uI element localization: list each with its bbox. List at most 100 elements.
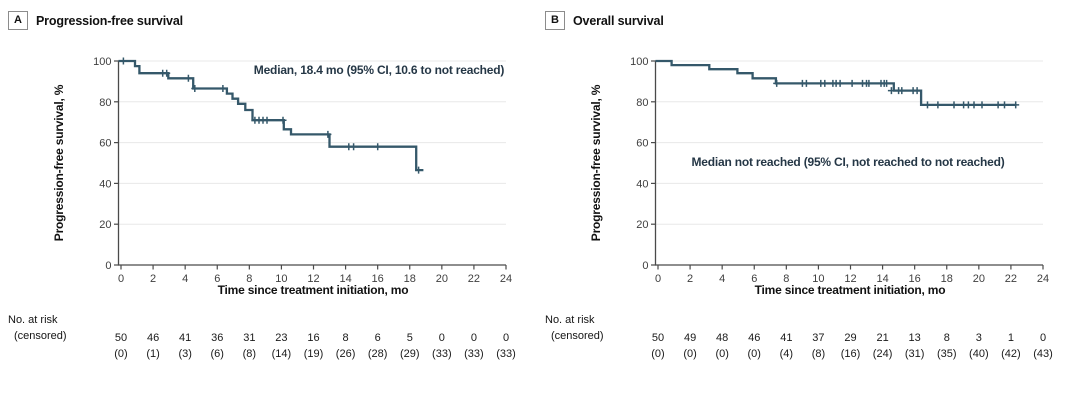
svg-text:24: 24 — [500, 273, 512, 285]
svg-text:41: 41 — [179, 332, 191, 344]
panel-b-header: B Overall survival — [545, 11, 664, 30]
svg-text:12: 12 — [307, 273, 319, 285]
panel-progression-free-survival: 0 20 40 60 80 100 0 2 4 6 8 10 12 14 16 18 20 22 24 50 46 41 3… — [8, 11, 516, 360]
panel-overall-survival: 0 20 40 60 80 100 0 2 4 6 8 10 12 14 16 18 20 22 24 50 49 48 4… — [537, 0, 1077, 400]
svg-text:10: 10 — [812, 273, 824, 285]
panel-b-x-axis-label: Time since treatment initiation, mo — [754, 283, 946, 297]
svg-text:12: 12 — [844, 273, 856, 285]
svg-text:24: 24 — [1037, 273, 1049, 285]
panel-a-header: A Progression-free survival — [8, 11, 183, 30]
svg-text:8: 8 — [783, 273, 789, 285]
svg-text:20: 20 — [99, 219, 111, 231]
svg-text:(0): (0) — [715, 348, 728, 360]
svg-text:0: 0 — [642, 260, 648, 272]
svg-text:(1): (1) — [146, 348, 159, 360]
svg-text:(33): (33) — [496, 348, 516, 360]
svg-text:(28): (28) — [368, 348, 388, 360]
svg-text:46: 46 — [147, 332, 159, 344]
svg-text:100: 100 — [630, 56, 648, 68]
svg-text:20: 20 — [973, 273, 985, 285]
svg-text:(0): (0) — [683, 348, 696, 360]
svg-text:(0): (0) — [651, 348, 664, 360]
svg-text:(26): (26) — [336, 348, 356, 360]
svg-text:36: 36 — [211, 332, 223, 344]
svg-text:23: 23 — [275, 332, 287, 344]
svg-text:(3): (3) — [178, 348, 191, 360]
panel-a-median-annotation: Median, 18.4 mo (95% CI, 10.6 to not rea… — [253, 63, 505, 77]
svg-text:0: 0 — [105, 260, 111, 272]
svg-text:0: 0 — [1040, 332, 1046, 344]
svg-text:(8): (8) — [812, 348, 825, 360]
svg-text:1: 1 — [1008, 332, 1014, 344]
svg-text:50: 50 — [115, 332, 127, 344]
svg-text:60: 60 — [99, 138, 111, 150]
svg-text:(42): (42) — [1001, 348, 1021, 360]
svg-text:(31): (31) — [905, 348, 925, 360]
panel-b-at-risk-header: No. at risk (censored) — [545, 314, 604, 343]
svg-text:60: 60 — [636, 138, 648, 150]
svg-text:80: 80 — [99, 97, 111, 109]
svg-text:80: 80 — [636, 97, 648, 109]
svg-text:14: 14 — [876, 273, 888, 285]
svg-text:22: 22 — [468, 273, 480, 285]
svg-text:50: 50 — [652, 332, 664, 344]
svg-text:6: 6 — [751, 273, 757, 285]
svg-text:3: 3 — [976, 332, 982, 344]
svg-text:46: 46 — [748, 332, 760, 344]
svg-text:8: 8 — [343, 332, 349, 344]
svg-text:100: 100 — [93, 56, 111, 68]
svg-text:16: 16 — [909, 273, 921, 285]
svg-text:(14): (14) — [272, 348, 292, 360]
svg-text:(24): (24) — [873, 348, 893, 360]
svg-text:0: 0 — [503, 332, 509, 344]
svg-text:41: 41 — [780, 332, 792, 344]
svg-text:0: 0 — [471, 332, 477, 344]
svg-text:(29): (29) — [400, 348, 420, 360]
panel-b-letter-badge: B — [545, 11, 565, 30]
svg-text:0: 0 — [118, 273, 124, 285]
svg-text:16: 16 — [307, 332, 319, 344]
panel-a-title: Progression-free survival — [35, 13, 183, 28]
svg-text:48: 48 — [716, 332, 728, 344]
panel-b-median-annotation: Median not reached (95% CI, not reached … — [691, 155, 1005, 169]
at-risk-label: No. at risk — [8, 314, 58, 326]
censored-label: (censored) — [551, 330, 604, 342]
svg-text:10: 10 — [275, 273, 287, 285]
censored-label: (censored) — [14, 330, 67, 342]
svg-text:(0): (0) — [114, 348, 127, 360]
svg-text:16: 16 — [372, 273, 384, 285]
svg-text:6: 6 — [375, 332, 381, 344]
svg-text:(8): (8) — [243, 348, 256, 360]
svg-text:0: 0 — [655, 273, 661, 285]
svg-text:(33): (33) — [432, 348, 452, 360]
svg-text:(33): (33) — [464, 348, 484, 360]
svg-text:4: 4 — [182, 273, 188, 285]
svg-text:(19): (19) — [304, 348, 324, 360]
svg-text:13: 13 — [909, 332, 921, 344]
svg-text:20: 20 — [436, 273, 448, 285]
svg-text:40: 40 — [636, 178, 648, 190]
svg-text:37: 37 — [812, 332, 824, 344]
svg-text:8: 8 — [246, 273, 252, 285]
svg-text:40: 40 — [99, 178, 111, 190]
svg-text:29: 29 — [844, 332, 856, 344]
svg-text:14: 14 — [339, 273, 351, 285]
svg-text:0: 0 — [439, 332, 445, 344]
svg-text:(0): (0) — [748, 348, 761, 360]
svg-text:18: 18 — [941, 273, 953, 285]
svg-text:6: 6 — [214, 273, 220, 285]
panel-a-x-axis-label: Time since treatment initiation, mo — [217, 283, 409, 297]
svg-text:5: 5 — [407, 332, 413, 344]
svg-text:(6): (6) — [211, 348, 224, 360]
svg-text:18: 18 — [404, 273, 416, 285]
svg-text:4: 4 — [719, 273, 725, 285]
at-risk-label: No. at risk — [545, 314, 595, 326]
panel-b-title: Overall survival — [572, 13, 664, 28]
svg-text:2: 2 — [687, 273, 693, 285]
svg-text:(16): (16) — [841, 348, 861, 360]
panel-a-letter-badge: A — [8, 11, 28, 30]
panel-a-y-axis-label: Progression-free survival, % — [52, 84, 66, 242]
